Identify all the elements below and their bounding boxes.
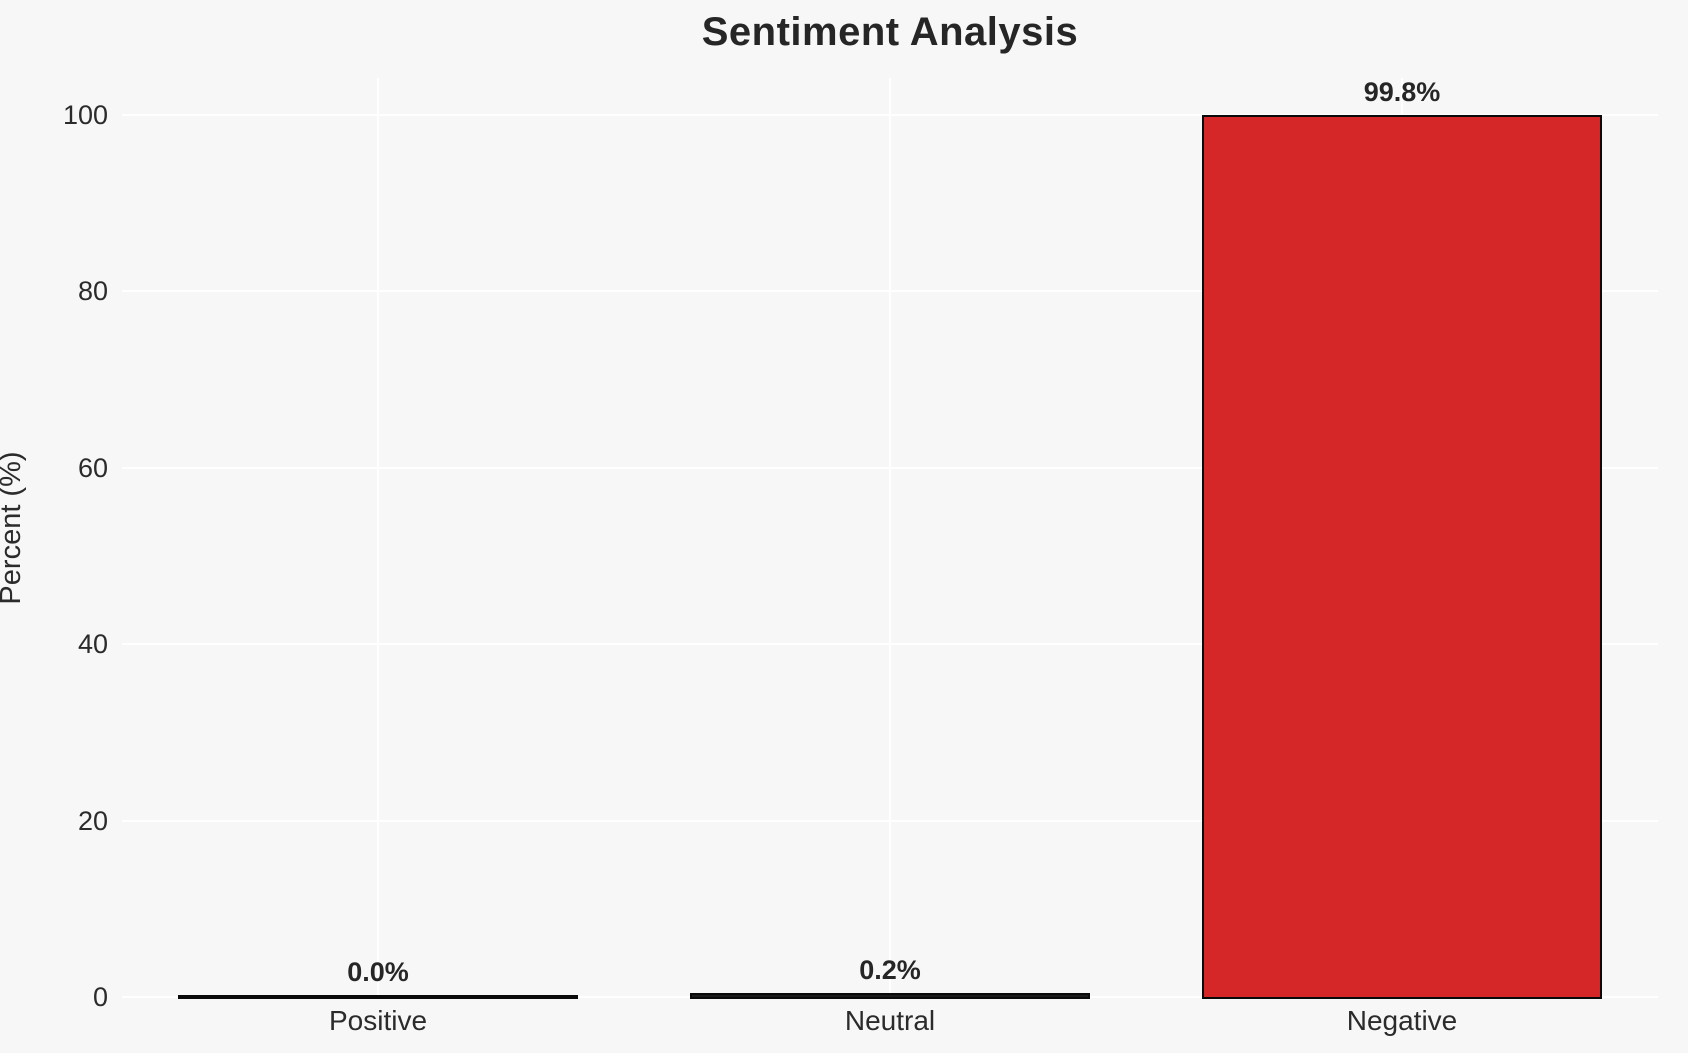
value-label-negative: 99.8% bbox=[1363, 76, 1441, 107]
x-gridline bbox=[889, 78, 891, 997]
x-gridline bbox=[377, 78, 379, 997]
chart-title: Sentiment Analysis bbox=[701, 10, 1079, 54]
y-tick-label: 0 bbox=[92, 982, 108, 1012]
x-tick-label-negative: Negative bbox=[1346, 1005, 1458, 1036]
bar-positive bbox=[178, 995, 578, 999]
y-tick-label: 80 bbox=[77, 276, 108, 307]
y-tick-label: 20 bbox=[77, 805, 108, 836]
y-tick-label: 40 bbox=[77, 629, 108, 660]
x-tick-label-neutral: Neutral bbox=[844, 1005, 936, 1036]
y-tick-label: 100 bbox=[62, 100, 108, 130]
bar-neutral bbox=[690, 993, 1090, 999]
value-label-positive: 0.0% bbox=[347, 957, 409, 987]
y-axis-label: Percent (%) bbox=[0, 451, 27, 605]
value-label-neutral: 0.2% bbox=[859, 955, 921, 986]
bar-negative bbox=[1202, 114, 1602, 999]
x-tick-label-positive: Positive bbox=[328, 1005, 428, 1036]
y-tick-label: 60 bbox=[77, 452, 108, 483]
